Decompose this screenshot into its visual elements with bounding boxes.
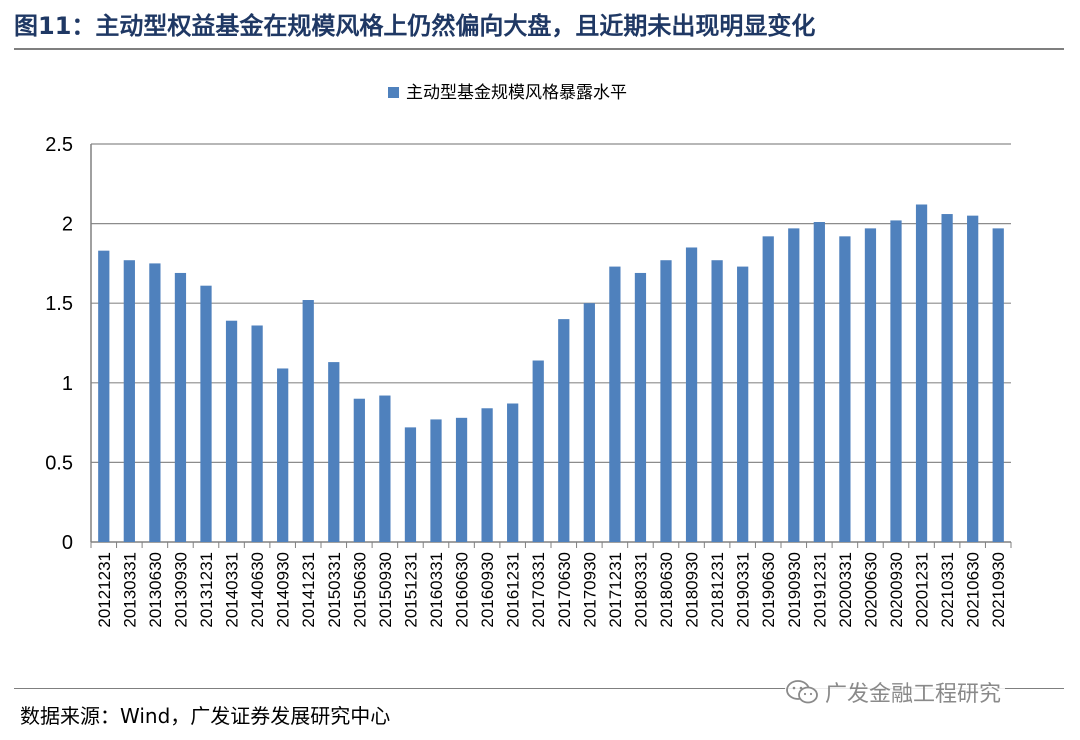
bar	[992, 228, 1004, 542]
bar	[788, 228, 800, 542]
bar	[98, 250, 110, 542]
x-tick-label: 20180331	[631, 552, 650, 628]
x-tick-label: 20140930	[274, 552, 293, 628]
x-tick-label: 20200331	[836, 552, 855, 628]
x-tick-label: 20130930	[171, 552, 190, 628]
x-tick-label: 20200630	[861, 552, 880, 628]
legend-swatch	[388, 87, 399, 98]
y-tick-label: 0.5	[45, 452, 73, 474]
bar	[532, 360, 544, 542]
x-tick-label: 20150331	[325, 552, 344, 628]
bar	[864, 228, 877, 542]
x-tick-label: 20141231	[299, 552, 318, 628]
bar	[353, 398, 365, 542]
bar	[813, 222, 825, 542]
bar	[174, 272, 187, 542]
x-tick-label: 20210331	[938, 552, 957, 628]
bar	[609, 266, 621, 542]
x-tick-label: 20201231	[913, 552, 932, 628]
x-tick-label: 20200930	[887, 552, 906, 628]
x-tick-label: 20190331	[734, 552, 753, 628]
x-tick-label: 20170331	[529, 552, 548, 628]
bar	[455, 417, 468, 542]
wechat-icon	[786, 680, 818, 704]
x-tick-label: 20190630	[759, 552, 778, 628]
x-tick-label: 20121231	[95, 552, 114, 628]
bar	[379, 395, 391, 542]
bar	[967, 215, 979, 542]
x-tick-label: 20180630	[657, 552, 676, 628]
bar	[123, 260, 135, 542]
x-tick-label: 20160930	[478, 552, 497, 628]
x-tick-label: 20160630	[453, 552, 472, 628]
bar	[915, 204, 928, 542]
bar	[149, 263, 161, 542]
x-tick-label: 20160331	[427, 552, 446, 628]
bar	[737, 266, 749, 542]
y-tick-label: 2	[62, 214, 73, 236]
x-tick-label: 20210630	[964, 552, 983, 628]
figure-title: 图11：主动型权益基金在规模风格上仍然偏向大盘，且近期未出现明显变化	[14, 12, 816, 40]
watermark-text: 广发金融工程研究	[825, 682, 1002, 707]
bar	[430, 419, 442, 542]
bar	[277, 368, 289, 542]
y-tick-label: 1	[62, 373, 73, 395]
y-tick-label: 0	[62, 532, 73, 554]
title-divider	[14, 48, 1064, 50]
x-tick-label: 20130331	[120, 552, 139, 628]
bar	[302, 300, 314, 542]
x-tick-label: 20180930	[683, 552, 702, 628]
bar	[660, 260, 672, 542]
bar	[328, 362, 340, 542]
bar	[634, 272, 647, 542]
bar	[507, 403, 519, 542]
bar-chart: 主动型基金规模风格暴露水平 0 0.5 1 1.5 2 2.5 20121231 2013033…	[45, 83, 1012, 628]
bar	[558, 319, 570, 542]
bar	[481, 408, 493, 542]
x-tick-label: 20181231	[708, 552, 727, 628]
x-tick-label: 20140331	[223, 552, 242, 628]
x-tick-label: 20191231	[810, 552, 829, 628]
y-tick-label: 1.5	[45, 293, 73, 315]
bar	[251, 325, 263, 542]
x-tick-label: 20210930	[989, 552, 1008, 628]
watermark: 广发金融工程研究	[785, 676, 1006, 708]
x-tick-label: 20151231	[401, 552, 420, 628]
bar	[762, 236, 774, 542]
bar	[890, 220, 902, 542]
bar	[941, 214, 953, 542]
x-tick-label: 20150630	[350, 552, 369, 628]
x-tick-label: 20161231	[504, 552, 523, 628]
x-tick-label: 20131231	[197, 552, 216, 628]
x-tick-label: 20171231	[606, 552, 625, 628]
bar	[711, 260, 723, 542]
x-tick-label: 20170930	[580, 552, 599, 628]
x-tick-label: 20150930	[376, 552, 395, 628]
y-tick-label: 2.5	[45, 134, 73, 156]
x-tick-label: 20170630	[555, 552, 574, 628]
footer-divider	[14, 688, 1064, 689]
legend-label: 主动型基金规模风格暴露水平	[406, 83, 627, 103]
bar	[583, 303, 595, 542]
bar	[404, 427, 417, 542]
x-tick-label: 20130630	[146, 552, 165, 628]
bar	[200, 285, 212, 542]
source-note: 数据来源：Wind，广发证券发展研究中心	[20, 704, 391, 728]
figure-header: 图11：主动型权益基金在规模风格上仍然偏向大盘，且近期未出现明显变化	[14, 8, 1064, 48]
x-tick-label: 20140630	[248, 552, 267, 628]
bar	[685, 247, 698, 543]
bar	[839, 236, 851, 542]
bar	[225, 320, 238, 542]
x-tick-label: 20190930	[785, 552, 804, 628]
